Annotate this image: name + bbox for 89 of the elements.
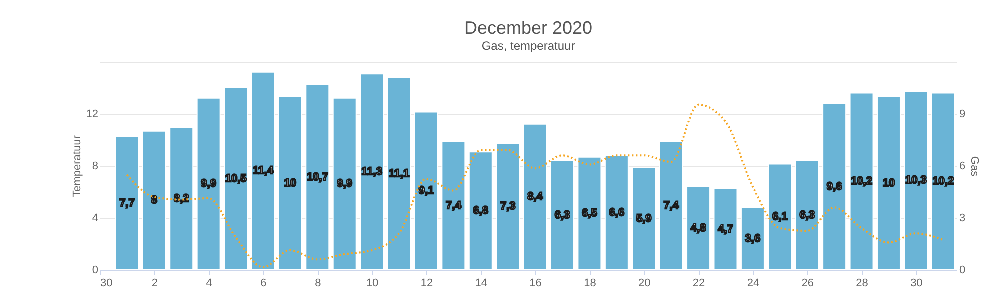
- bar: [850, 92, 874, 270]
- bar: [170, 127, 194, 270]
- x-tick-label: 14: [475, 278, 488, 290]
- x-tick-label: 8: [315, 278, 322, 290]
- data-label: 9,6: [826, 180, 842, 193]
- x-tick-label: 28: [856, 278, 868, 290]
- x-tick-label: 20: [638, 278, 651, 290]
- bar: [632, 167, 656, 270]
- data-label: 10,7: [306, 171, 328, 184]
- data-label: 5,9: [636, 212, 652, 225]
- x-tick-label: 2: [152, 278, 158, 290]
- bar: [442, 141, 466, 270]
- data-label: 8,2: [174, 192, 190, 205]
- y-tick-label: 4: [92, 212, 98, 224]
- y-tick-label: 12: [86, 108, 98, 120]
- bar: [768, 164, 792, 270]
- x-tick-label: 30: [910, 278, 923, 290]
- data-label: 11,1: [388, 168, 410, 180]
- x-tick-label: 22: [692, 278, 706, 290]
- y-axis-title: Temperatuur: [71, 135, 84, 198]
- bar: [795, 160, 820, 270]
- bar: [523, 124, 548, 270]
- x-tick-label: 26: [802, 278, 814, 290]
- bar: [196, 98, 221, 270]
- data-label: 10: [882, 177, 896, 190]
- data-label: 7,4: [664, 200, 680, 212]
- data-label: 9,9: [201, 178, 216, 190]
- data-label: 4,8: [690, 222, 706, 234]
- y2-axis-title: Gas: [968, 156, 981, 178]
- bar: [387, 77, 412, 270]
- bar: [496, 142, 520, 270]
- bar: [550, 160, 575, 270]
- bar: [332, 98, 357, 270]
- x-tick-label: 30: [100, 278, 113, 290]
- bar: [876, 96, 901, 270]
- data-label: 7,4: [446, 200, 462, 212]
- bar: [659, 141, 684, 270]
- bar: [714, 188, 738, 270]
- x-tick-label: 10: [366, 278, 379, 290]
- chart-title: December 2020: [464, 18, 593, 38]
- data-label: 10,5: [225, 173, 247, 185]
- data-label: 6,3: [554, 209, 570, 222]
- x-tick-label: 24: [747, 278, 760, 290]
- bar: [822, 103, 847, 270]
- data-label: 10,2: [851, 176, 872, 188]
- bar: [904, 90, 928, 270]
- x-tick-label: 6: [260, 278, 267, 290]
- data-label: 7,7: [120, 197, 135, 210]
- bar: [686, 186, 711, 270]
- data-label: 6,1: [772, 211, 788, 224]
- bar: [142, 130, 166, 270]
- data-label: 10: [284, 177, 297, 190]
- data-label: 3,6: [745, 232, 761, 245]
- data-label: 9,1: [418, 185, 434, 198]
- data-label: 6,8: [473, 205, 489, 218]
- data-label: 6,6: [609, 206, 625, 219]
- x-tick-label: 16: [530, 278, 542, 290]
- data-label: 7,3: [500, 200, 516, 213]
- data-label: 4,7: [718, 223, 734, 236]
- y-tick-label: 8: [92, 160, 98, 172]
- y2-tick-label: 9: [960, 108, 966, 120]
- data-label: 6,3: [800, 209, 816, 222]
- chart-subtitle: Gas, temperatuur: [482, 39, 576, 53]
- bar: [931, 92, 956, 270]
- y2-tick-label: 6: [960, 160, 966, 172]
- bar: [115, 136, 140, 270]
- x-tick-label: 18: [584, 278, 596, 290]
- bar: [414, 112, 438, 270]
- bar: [604, 155, 629, 270]
- x-tick-label: 12: [420, 278, 434, 290]
- data-label: 9,9: [337, 178, 353, 190]
- data-label: 11,4: [252, 165, 275, 178]
- y2-tick-label: 0: [960, 264, 966, 276]
- x-tick-label: 4: [206, 278, 212, 290]
- bar: [306, 84, 330, 270]
- bar: [224, 88, 248, 270]
- bar: [740, 207, 765, 270]
- data-label: 11,3: [362, 166, 382, 178]
- data-label: 6,5: [582, 208, 598, 220]
- data-label: 10,3: [905, 174, 927, 187]
- bar: [468, 152, 493, 270]
- y2-tick-label: 3: [960, 212, 966, 224]
- bar: [251, 72, 276, 270]
- bar: [578, 156, 602, 270]
- data-label: 8,4: [528, 191, 544, 204]
- data-label: 10,2: [932, 176, 954, 188]
- y-tick-label: 0: [92, 264, 98, 276]
- bar: [360, 74, 384, 270]
- bar: [278, 96, 302, 270]
